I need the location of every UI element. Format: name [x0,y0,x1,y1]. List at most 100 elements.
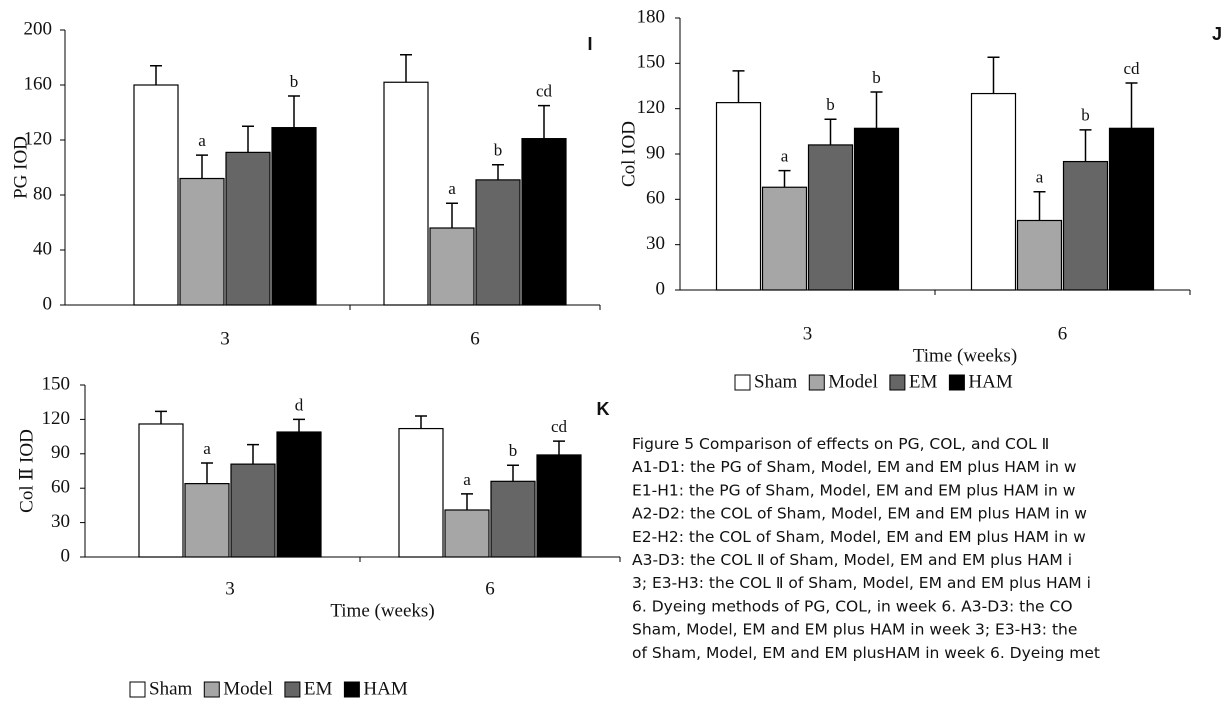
bar [231,464,275,557]
error-bar [779,171,791,188]
bar [476,180,520,305]
y-tick-label: 120 [637,97,666,118]
error-bar [733,71,745,103]
legend-label: EM [909,371,938,392]
caption-line: A1-D1: the PG of Sham, Model, EM and EM … [632,458,1077,476]
error-bar [415,416,427,429]
y-tick-label: 0 [43,293,53,314]
error-bar [196,155,208,178]
error-bar [155,411,167,424]
bar [522,139,566,305]
legend-swatch [949,375,964,390]
caption-line: of Sham, Model, EM and EM plusHAM in wee… [632,644,1100,662]
y-tick-label: 80 [33,183,52,204]
error-bar [538,106,550,139]
caption-line: E2-H2: the COL of Sham, Model, EM and EM… [632,528,1086,546]
bar [185,484,229,557]
error-bar [1034,192,1046,221]
bar [491,481,535,557]
caption-line: Figure 5 Comparison of effects on PG, CO… [632,435,1049,453]
legend-swatch [204,682,219,697]
y-axis-label: Col Ⅱ IOD [16,429,37,513]
value-label: a [448,179,456,198]
bar [1018,220,1062,290]
error-bar [1080,130,1092,162]
y-tick-label: 150 [42,373,71,394]
bar [855,128,899,290]
caption-line: A3-D3: the COL Ⅱ of Sham, Model, EM and … [632,551,1072,569]
error-bar [400,55,412,83]
x-tick-label: 6 [470,328,480,349]
error-bar [288,96,300,128]
y-tick-label: 30 [646,233,665,254]
y-tick-label: 0 [61,545,71,566]
error-bar [553,441,565,455]
y-tick-label: 60 [51,477,70,498]
error-bar [446,203,458,228]
error-bar [507,465,519,481]
legend-label: HAM [363,678,407,699]
y-tick-label: 90 [51,442,70,463]
value-label: b [872,68,881,87]
value-label: cd [551,417,568,436]
error-bar [871,92,883,128]
value-label: b [290,72,299,91]
error-bar [150,66,162,85]
error-bar [293,419,305,432]
value-label: a [198,131,206,150]
legend-label: EM [304,678,333,699]
page: {"chart_data": [ {"type": "bar", "panel"… [0,0,1227,711]
value-label: b [509,441,518,460]
value-label: a [781,147,789,166]
value-label: d [295,395,304,414]
legend-label: Model [223,678,273,699]
y-tick-label: 120 [42,408,71,429]
bar [180,179,224,306]
legend-swatch [344,682,359,697]
caption-line: A2-D2: the COL of Sham, Model, EM and EM… [632,505,1087,523]
y-tick-label: 160 [24,73,53,94]
error-bar [1126,83,1138,128]
caption-line: E1-H1: the PG of Sham, Model, EM and EM … [632,481,1076,499]
bar [717,103,761,290]
y-tick-label: 90 [646,142,665,163]
panel-label: J [1212,24,1222,44]
y-tick-label: 200 [24,18,53,39]
x-axis-label: Time (weeks) [913,345,1017,366]
legend-label: HAM [968,371,1012,392]
legend-swatch [809,375,824,390]
error-bar [461,494,473,510]
error-bar [492,165,504,180]
legend-swatch [130,682,145,697]
y-tick-label: 40 [33,238,52,259]
error-bar [242,126,254,152]
y-tick-label: 0 [656,278,666,299]
bar [445,510,489,557]
y-axis-label: PG IOD [10,136,31,199]
legend-label: Sham [754,371,798,392]
legend-label: Model [828,371,878,392]
bar [399,429,443,557]
x-axis-label: Time (weeks) [330,600,434,621]
error-bar [201,463,213,484]
bar [972,94,1016,290]
y-tick-label: 150 [637,52,666,73]
x-tick-label: 3 [803,323,813,344]
figure: 04080120160200PG IOD3ab6abcdI03060901201… [0,0,1227,711]
x-tick-label: 6 [485,578,495,599]
y-tick-label: 180 [637,6,666,27]
bar [537,455,581,557]
bar [763,187,807,290]
bar [272,128,316,305]
value-label: cd [536,82,553,101]
y-tick-label: 60 [646,188,665,209]
legend-label: Sham [149,678,193,699]
bar [226,152,270,305]
bar [430,228,474,305]
value-label: b [1081,106,1090,125]
caption-line: 6. Dyeing methods of PG, COL, in week 6.… [632,597,1073,615]
bar [384,82,428,305]
x-tick-label: 3 [225,578,235,599]
x-tick-label: 6 [1058,323,1068,344]
value-label: cd [1123,59,1140,78]
